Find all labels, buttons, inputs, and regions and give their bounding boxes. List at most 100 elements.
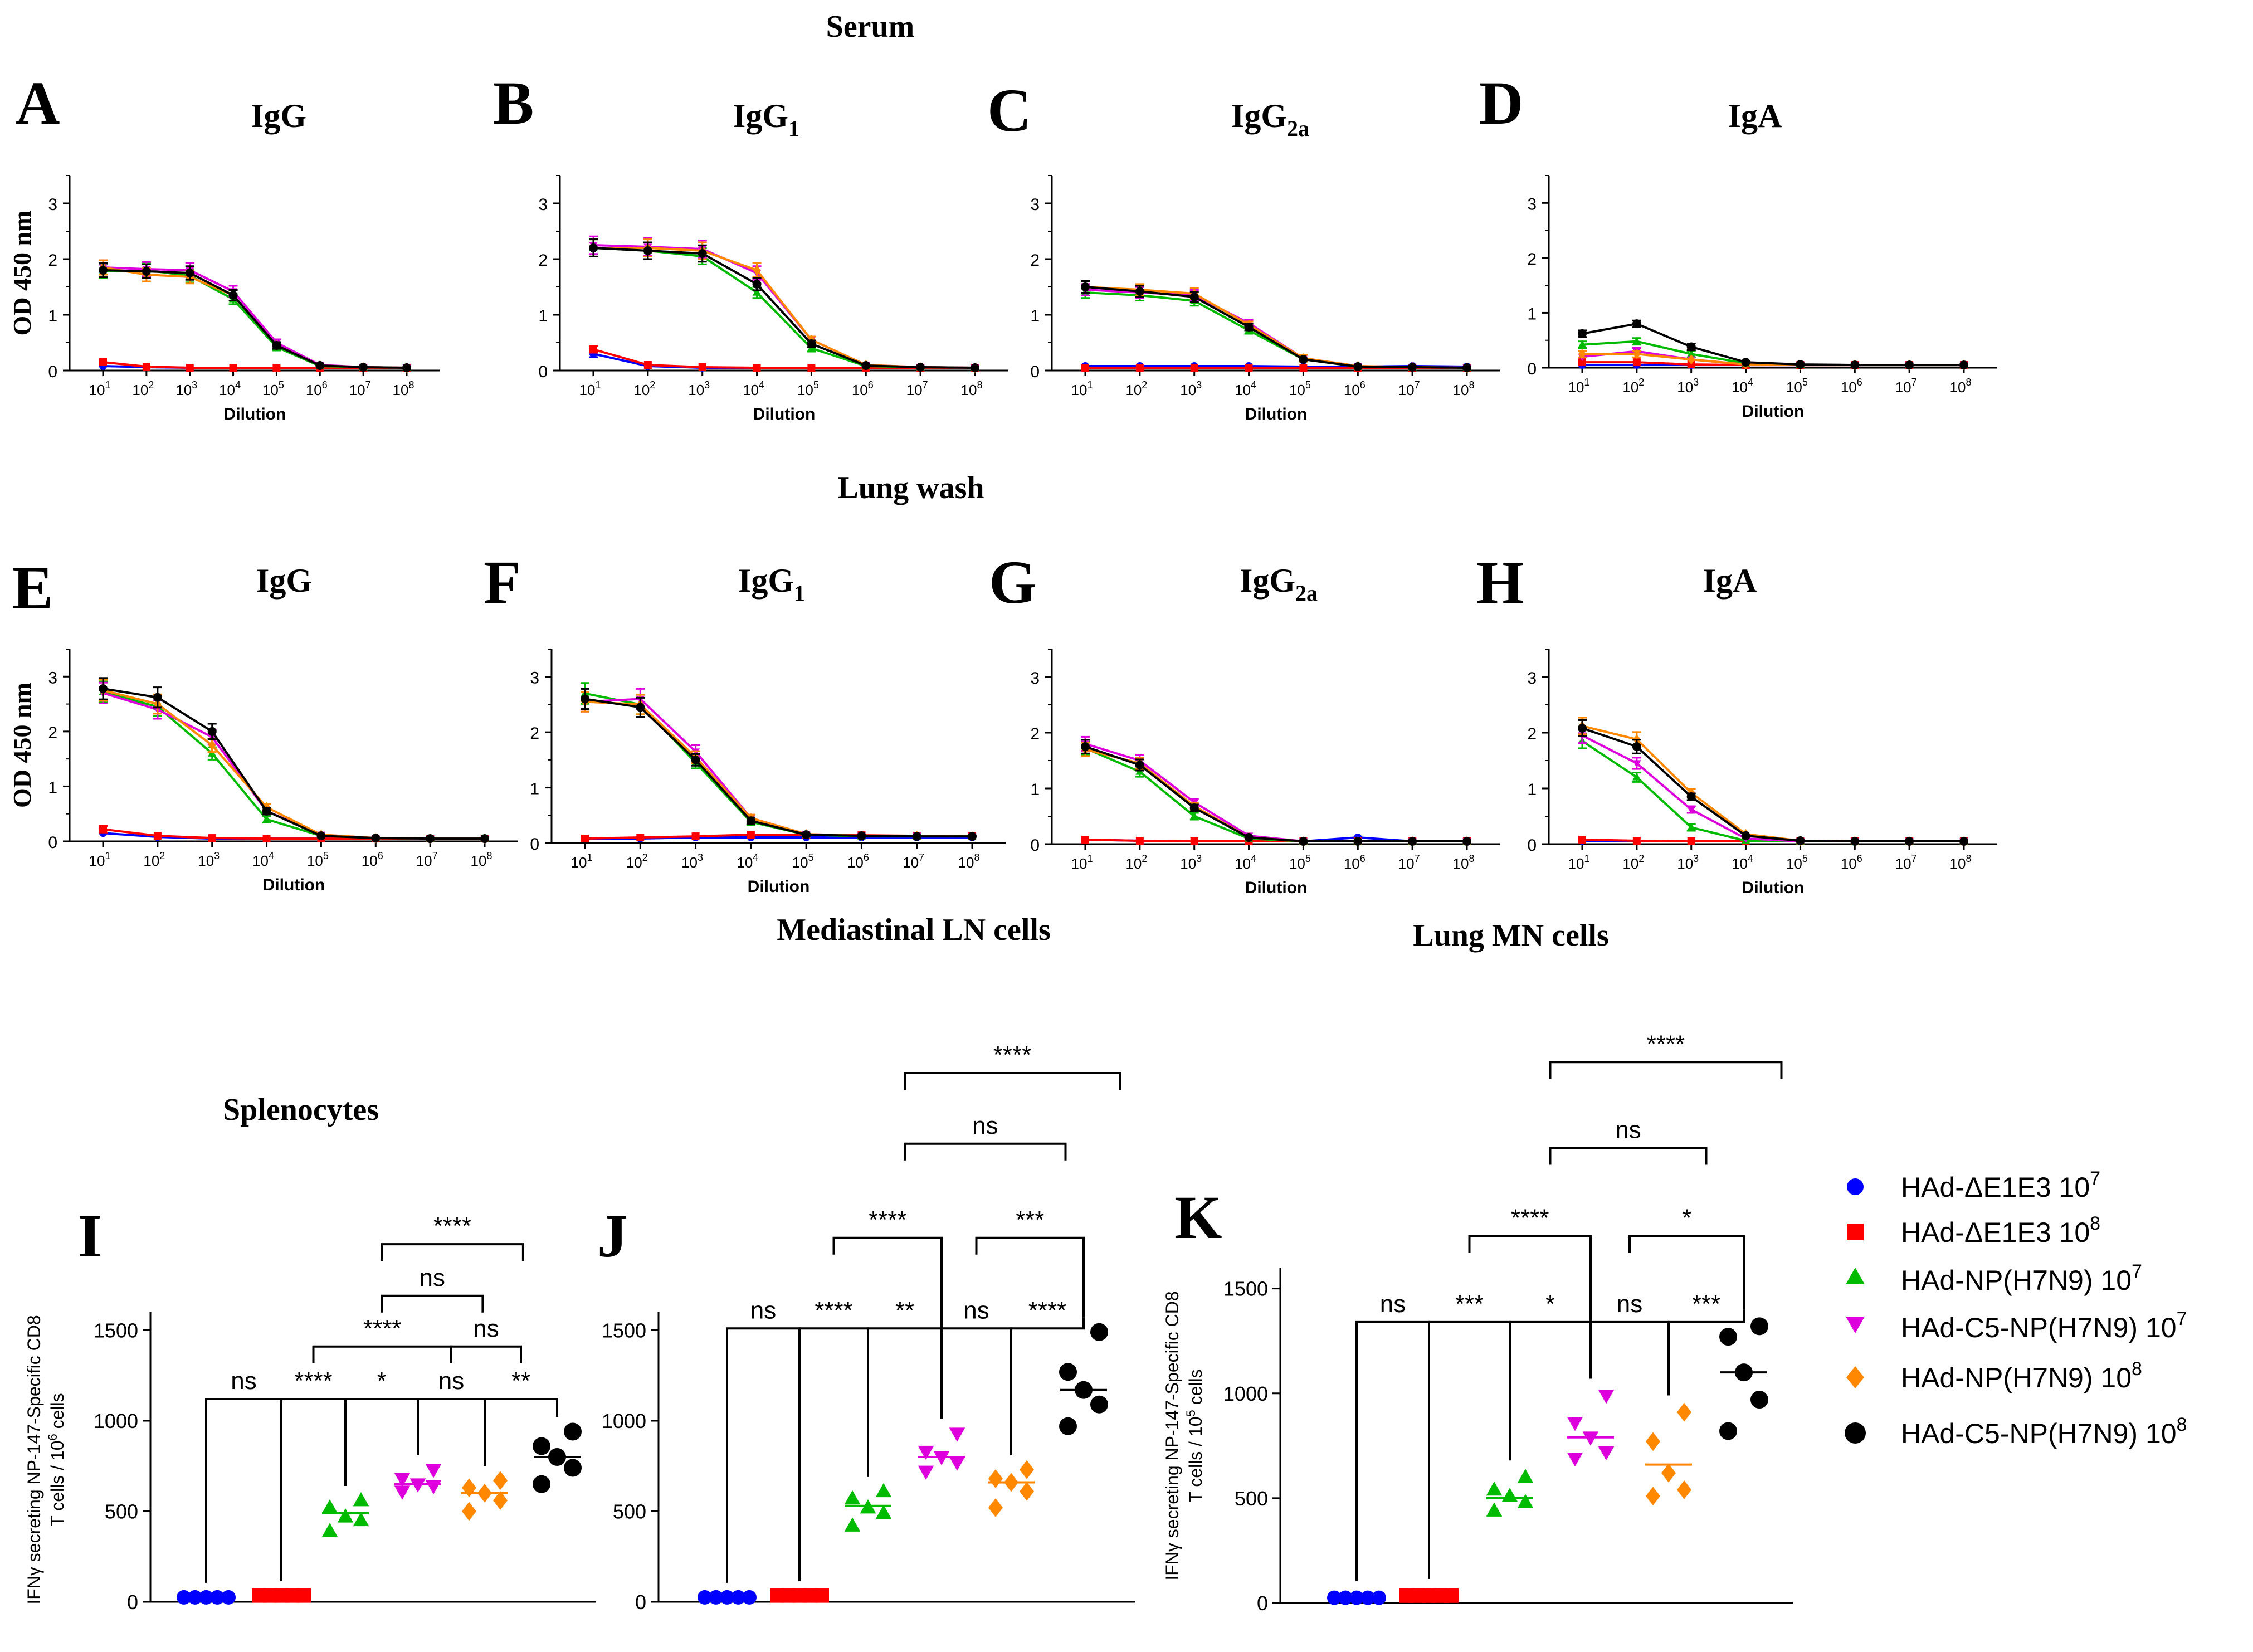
x-tick-exp: 7	[365, 379, 371, 391]
x-tick-base: 10	[1071, 855, 1088, 872]
data-point	[208, 834, 216, 842]
x-tick-base: 10	[362, 852, 378, 869]
data-point	[99, 266, 108, 275]
data-point	[548, 1448, 566, 1466]
x-tick-exp: 5	[808, 852, 814, 863]
data-point	[353, 1512, 369, 1527]
chart-title: IgG	[256, 562, 312, 599]
data-point	[1687, 354, 1695, 365]
x-tick-base: 10	[132, 382, 148, 398]
data-point	[142, 363, 150, 371]
data-point	[1486, 1481, 1503, 1496]
data-point	[1372, 1590, 1386, 1605]
significance-bracket	[1667, 1309, 1745, 1396]
data-point	[589, 243, 598, 252]
y-label-text: T cells / 10	[47, 1441, 67, 1527]
data-point	[210, 1590, 225, 1605]
data-point	[1796, 360, 1805, 369]
significance-bracket	[904, 1072, 1121, 1090]
x-tick-label: 102	[1622, 377, 1644, 396]
x-tick-label: 104	[1732, 377, 1753, 396]
panel-letter-f: F	[484, 548, 521, 616]
x-tick-exp: 1	[1584, 377, 1589, 388]
x-tick-base: 10	[852, 382, 868, 398]
y-tick-label: 2	[1527, 250, 1537, 269]
data-point	[1686, 342, 1696, 352]
data-point	[188, 1590, 202, 1605]
legend-entry: HAd-C5-NP(H7N9) 107	[1846, 1308, 2187, 1343]
x-tick-label: 104	[219, 379, 241, 398]
chart-title-sub: 2a	[1295, 581, 1318, 606]
x-tick-base: 10	[1344, 855, 1360, 872]
chart-title-main: IgG	[1231, 98, 1287, 134]
x-tick-label: 102	[1125, 379, 1147, 398]
data-point	[1632, 319, 1641, 329]
x-tick-exp: 7	[1415, 379, 1420, 391]
x-tick-exp: 6	[868, 379, 874, 391]
data-point	[207, 727, 217, 736]
x-tick-exp: 5	[1802, 853, 1808, 864]
y-tick-label: 1	[530, 780, 539, 798]
data-point	[918, 1445, 934, 1460]
data-point	[1578, 358, 1586, 367]
legend-entry: HAd-ΔE1E3 108	[1847, 1213, 2100, 1248]
data-point	[636, 703, 645, 712]
x-tick-exp: 2	[148, 379, 154, 391]
x-tick-exp: 8	[1469, 853, 1474, 864]
data-point	[742, 1590, 757, 1605]
data-point	[1004, 1473, 1018, 1492]
data-point	[1632, 349, 1641, 359]
x-tick-label: 107	[349, 379, 371, 398]
data-point	[1299, 837, 1308, 846]
data-point	[1408, 363, 1417, 372]
y-label-tail: cells	[1186, 1369, 1206, 1410]
panel-letter-j: J	[597, 1202, 628, 1270]
x-tick-base: 10	[1125, 382, 1142, 398]
data-point	[1327, 1590, 1342, 1605]
significance-label: ***	[1692, 1290, 1720, 1318]
x-tick-exp: 8	[408, 379, 414, 391]
significance-label: ns	[473, 1315, 499, 1342]
data-point	[1020, 1482, 1034, 1501]
data-point	[1349, 1590, 1364, 1605]
x-tick-base: 10	[1677, 379, 1693, 396]
x-tick-label: 102	[1622, 853, 1644, 872]
x-tick-base: 10	[1950, 379, 1966, 396]
x-tick-label: 108	[1950, 377, 1972, 396]
data-point	[933, 1451, 950, 1465]
x-tick-exp: 4	[759, 379, 764, 391]
x-tick-exp: 3	[214, 850, 220, 861]
panel-letter-d: D	[1479, 69, 1523, 137]
x-tick-label: 105	[1289, 379, 1311, 398]
x-tick-base: 10	[219, 382, 235, 398]
x-tick-label: 105	[307, 850, 329, 869]
x-tick-label: 107	[906, 379, 928, 398]
legend-entry: HAd-NP(H7N9) 107	[1846, 1261, 2142, 1296]
significance-bracket	[381, 1243, 524, 1261]
data-point	[1959, 360, 1968, 370]
x-tick-base: 10	[1125, 855, 1142, 872]
y-label-text: T cells / 10	[1186, 1417, 1206, 1503]
data-point	[875, 1483, 892, 1498]
data-point	[643, 361, 652, 369]
legend-entry: HAd-C5-NP(H7N9) 108	[1845, 1414, 2187, 1449]
legend-label: HAd-NP(H7N9) 108	[1901, 1358, 2142, 1393]
panel-letter-a: A	[16, 69, 60, 137]
x-tick-base: 10	[633, 382, 650, 398]
y-tick-label: 1500	[94, 1319, 138, 1342]
x-tick-label: 103	[198, 850, 220, 869]
x-tick-exp: 2	[1142, 379, 1147, 391]
data-point	[208, 740, 216, 751]
series-line	[1085, 286, 1467, 369]
x-tick-exp: 6	[1857, 377, 1862, 388]
x-tick-base: 10	[1235, 855, 1251, 872]
data-point	[221, 1590, 236, 1605]
y-tick-label: 0	[530, 835, 539, 854]
x-tick-base: 10	[1180, 855, 1196, 872]
data-point	[564, 1422, 582, 1441]
